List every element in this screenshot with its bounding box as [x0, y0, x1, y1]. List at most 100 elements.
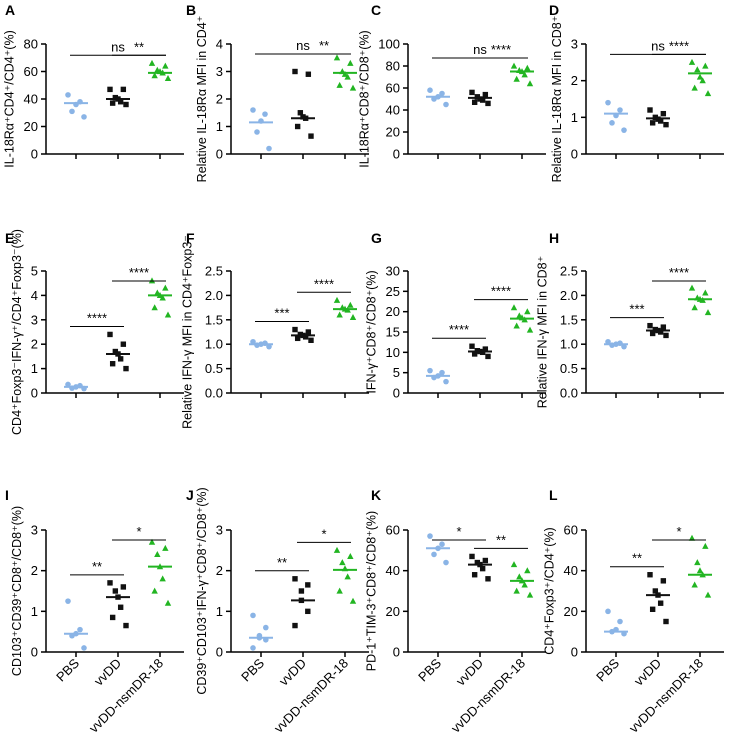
y-axis-label: PD-1⁺TIM-3⁺CD8⁺/CD8⁺(%) [365, 511, 379, 671]
data-point-square [120, 584, 127, 590]
data-point-triangle [333, 54, 341, 61]
data-point-triangle [691, 304, 698, 311]
y-tick-label: 0 [31, 645, 38, 660]
data-point-circle [65, 381, 71, 388]
data-point-triangle [349, 597, 357, 604]
data-point-square [652, 588, 659, 594]
y-tick-label: 3 [31, 312, 38, 327]
data-point-square [123, 365, 129, 372]
y-tick-label: 15 [386, 325, 400, 340]
data-point-square [117, 99, 124, 105]
panel-a: A 0 20 40 60 80 IL-18Rα⁺CD4⁺/CD4⁺(%) ** ns [3, 2, 184, 168]
data-point-circle [254, 129, 260, 135]
data-point-square [657, 118, 664, 124]
data-point-square [305, 582, 311, 588]
y-tick-label: 1 [571, 110, 578, 125]
y-tick-label: 0 [216, 645, 223, 660]
data-point-circle [605, 608, 611, 615]
data-point-square [117, 356, 124, 362]
y-tick-label: 80 [386, 59, 400, 74]
data-point-square [292, 68, 298, 75]
data-point-triangle [344, 73, 351, 80]
y-tick-label: 1.0 [560, 337, 578, 352]
data-point-square [649, 120, 656, 126]
y-tick-label: 4 [31, 288, 38, 303]
data-point-square [485, 576, 491, 582]
panel-letter: J [186, 487, 194, 503]
y-tick-label: 20 [564, 604, 578, 619]
data-point-square [298, 588, 305, 594]
y-tick-label: 100 [378, 37, 400, 52]
data-point-circle [250, 107, 256, 113]
data-point-triangle [696, 567, 704, 574]
y-tick-label: 60 [386, 81, 400, 96]
category-label: vvDD [453, 656, 486, 689]
data-point-triangle [339, 559, 346, 566]
data-point-triangle [702, 62, 709, 69]
data-point-square [123, 622, 129, 629]
data-point-circle [250, 645, 256, 651]
y-tick-label: 1.5 [205, 312, 223, 327]
y-tick-label: 3 [571, 37, 578, 52]
data-point-circle [69, 108, 75, 115]
data-point-circle [263, 624, 269, 631]
data-point-triangle [336, 587, 343, 594]
data-point-square [123, 101, 129, 108]
y-tick-label: 0.5 [560, 361, 578, 376]
data-point-triangle [510, 62, 518, 69]
data-point-square [482, 346, 489, 352]
data-point-triangle [164, 599, 172, 606]
category-label: vvDD [91, 656, 124, 689]
data-point-square [482, 557, 489, 564]
panel-b: B 0 1 2 3 4 Relative IL-18Rα MFI in CD4⁺ ** ns [186, 2, 369, 182]
y-tick-label: 0 [571, 645, 578, 660]
data-point-triangle [691, 84, 698, 91]
data-point-triangle [347, 59, 354, 66]
data-point-triangle [349, 313, 357, 320]
data-point-triangle [516, 573, 523, 580]
data-point-square [117, 604, 124, 610]
data-point-triangle [691, 581, 698, 588]
category-label: PBS [415, 655, 444, 684]
panel-letter: G [371, 230, 382, 246]
significance-label: **** [129, 265, 149, 280]
data-point-square [471, 351, 478, 357]
data-point-triangle [699, 77, 706, 84]
panel-letter: K [371, 487, 381, 503]
data-point-triangle [162, 62, 169, 69]
data-point-triangle [162, 544, 169, 551]
data-point-square [109, 361, 116, 367]
panel-c: C 0 20 40 60 80 100 IL-18Rα⁺CD8⁺/CD8⁺(%) **** ns [357, 2, 546, 168]
data-point-square [649, 606, 656, 612]
data-point-square [479, 97, 486, 103]
significance-label: **** [449, 322, 469, 337]
data-point-triangle [702, 289, 709, 296]
y-tick-label: 3 [216, 64, 223, 79]
panel-h: H 0.0 0.5 1.0 1.5 2.0 2.5 Relative IFN-γ MFI in… [535, 230, 724, 408]
data-point-square [663, 121, 669, 128]
data-point-square [485, 353, 491, 360]
data-point-circle [81, 114, 87, 120]
category-label: vvDD-nsmDR-18 [86, 656, 166, 736]
data-point-triangle [347, 553, 354, 560]
data-point-square [663, 618, 669, 625]
category-label: PBS [53, 655, 82, 684]
y-tick-label: 0 [393, 386, 400, 401]
data-point-circle [621, 343, 627, 350]
y-tick-label: 20 [386, 125, 400, 140]
data-point-square [647, 107, 653, 113]
data-point-circle [443, 101, 449, 108]
y-tick-label: 0 [393, 645, 400, 660]
panel-letter: E [5, 230, 14, 246]
data-point-square [120, 341, 127, 347]
data-point-square [471, 572, 478, 578]
data-point-triangle [159, 294, 166, 301]
data-point-square [485, 100, 491, 107]
data-point-triangle [164, 311, 172, 318]
data-point-triangle [510, 304, 518, 311]
y-tick-label: 0 [31, 147, 38, 162]
data-point-square [305, 608, 311, 615]
data-point-triangle [524, 308, 531, 315]
data-point-square [109, 614, 116, 621]
